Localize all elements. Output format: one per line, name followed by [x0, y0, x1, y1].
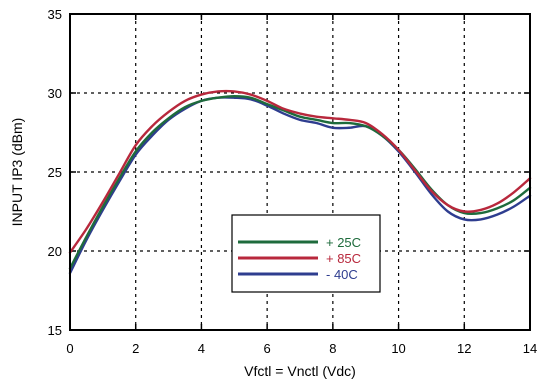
x-tick-label: 6 [264, 341, 271, 356]
legend-label: - 40C [326, 267, 358, 282]
y-tick-labels: 15 20 25 30 35 [48, 7, 62, 338]
x-tick-label: 10 [391, 341, 405, 356]
x-axis-label: Vfctl = Vnctl (Vdc) [244, 363, 356, 379]
series-lines [68, 89, 532, 275]
legend-box [231, 214, 381, 293]
plot-frame [69, 13, 531, 331]
y-tick-label: 20 [48, 244, 62, 259]
x-tick-label: 4 [198, 341, 205, 356]
y-axis-label: INPUT IP3 (dBm) [9, 118, 25, 227]
y-tick-label: 15 [48, 323, 62, 338]
x-tick-label: 8 [329, 341, 336, 356]
y-tick-label: 30 [48, 86, 62, 101]
legend: + 25C+ 85C- 40C [231, 214, 381, 293]
x-tick-label: 12 [457, 341, 471, 356]
x-tick-label: 14 [523, 341, 537, 356]
series-line-1 [68, 89, 532, 254]
legend-label: + 85C [326, 251, 361, 266]
x-tick-label: 2 [132, 341, 139, 356]
series-line-2 [68, 96, 532, 275]
x-tick-labels: 0 2 4 6 8 10 12 14 [66, 341, 537, 356]
y-tick-label: 35 [48, 7, 62, 22]
y-tick-label: 25 [48, 165, 62, 180]
legend-label: + 25C [326, 235, 361, 250]
x-tick-label: 0 [66, 341, 73, 356]
